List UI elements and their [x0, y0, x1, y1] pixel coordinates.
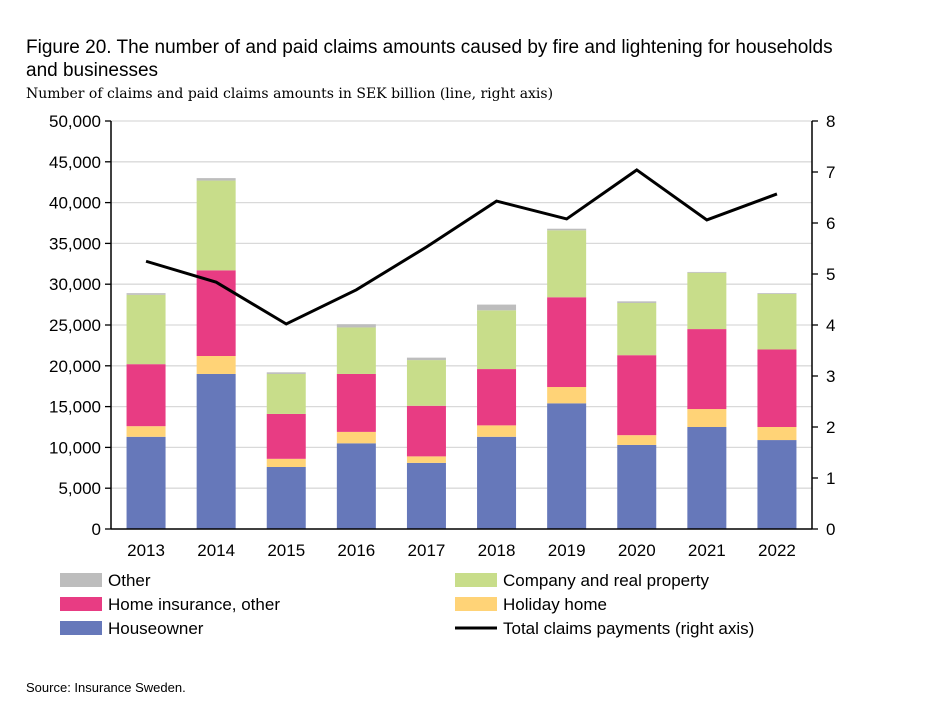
bar-houseowner: [757, 440, 797, 529]
bar-company-and-real-property: [477, 310, 517, 370]
line-total-claims-payments: [145, 168, 778, 326]
legend-label: Company and real property: [503, 571, 710, 590]
bar-home-insurance-other: [547, 297, 587, 388]
x-tick-label: 2015: [267, 541, 305, 560]
y-tick-label: 10,000: [49, 438, 101, 457]
x-tick-label: 2019: [548, 541, 586, 560]
y2-tick-label: 6: [826, 214, 835, 233]
bar-other: [196, 178, 236, 181]
y2-tick-label: 4: [826, 316, 835, 335]
bar-holiday-home: [406, 456, 446, 463]
legend-swatch: [455, 597, 497, 611]
bar-company-and-real-property: [687, 272, 727, 330]
chart-subtitle: Number of claims and paid claims amounts…: [26, 86, 554, 102]
bar-company-and-real-property: [126, 294, 166, 365]
bar-houseowner: [196, 373, 236, 529]
legend-label: Houseowner: [108, 619, 204, 638]
y-tick-label: 35,000: [49, 234, 101, 253]
bar-houseowner: [126, 436, 166, 529]
legend-label: Holiday home: [503, 595, 607, 614]
bar-other: [477, 304, 517, 311]
legend-swatch: [60, 621, 102, 635]
x-tick-label: 2013: [127, 541, 165, 560]
bar-holiday-home: [617, 435, 657, 445]
bar-home-insurance-other: [126, 364, 166, 427]
bar-other: [687, 271, 727, 273]
bar-other: [406, 357, 446, 361]
bar-holiday-home: [336, 431, 376, 444]
y2-tick-label: 1: [826, 469, 835, 488]
y-tick-label: 0: [92, 520, 101, 539]
bar-holiday-home: [547, 387, 587, 404]
source-note: Source: Insurance Sweden.: [26, 680, 186, 695]
x-tick-label: 2018: [478, 541, 516, 560]
bar-other: [757, 293, 797, 294]
bar-houseowner: [406, 462, 446, 529]
x-tick-label: 2014: [197, 541, 235, 560]
y-tick-label: 40,000: [49, 194, 101, 213]
y-tick-label: 45,000: [49, 153, 101, 172]
bar-other: [336, 324, 376, 328]
bar-company-and-real-property: [266, 373, 306, 414]
y2-tick-label: 0: [826, 520, 835, 539]
bar-company-and-real-property: [617, 302, 657, 356]
y-tick-label: 50,000: [49, 112, 101, 131]
bar-home-insurance-other: [406, 405, 446, 457]
bar-houseowner: [477, 436, 517, 529]
bar-other: [617, 301, 657, 303]
bar-houseowner: [617, 444, 657, 529]
bar-company-and-real-property: [406, 360, 446, 406]
bar-holiday-home: [477, 425, 517, 437]
bar-company-and-real-property: [196, 180, 236, 271]
bar-houseowner: [687, 427, 727, 529]
bar-other: [266, 372, 306, 374]
bar-home-insurance-other: [757, 349, 797, 427]
y2-tick-label: 7: [826, 163, 835, 182]
bar-holiday-home: [126, 426, 166, 437]
legend-label: Home insurance, other: [108, 595, 280, 614]
legend-label: Total claims payments (right axis): [503, 619, 754, 638]
bar-home-insurance-other: [617, 355, 657, 436]
x-tick-label: 2022: [758, 541, 796, 560]
legend-swatch: [60, 597, 102, 611]
bar-home-insurance-other: [196, 270, 236, 357]
bar-holiday-home: [266, 458, 306, 467]
x-tick-label: 2017: [408, 541, 446, 560]
chart-title: Figure 20. The number of and paid claims…: [26, 37, 833, 81]
x-tick-label: 2020: [618, 541, 656, 560]
y-tick-label: 25,000: [49, 316, 101, 335]
x-tick-label: 2021: [688, 541, 726, 560]
bar-houseowner: [266, 466, 306, 529]
bar-home-insurance-other: [266, 413, 306, 459]
bar-company-and-real-property: [336, 327, 376, 374]
bar-home-insurance-other: [477, 369, 517, 426]
x-tick-label: 2016: [337, 541, 375, 560]
bar-home-insurance-other: [687, 329, 727, 410]
bar-houseowner: [547, 403, 587, 529]
bar-company-and-real-property: [757, 293, 797, 350]
bar-other: [126, 293, 166, 295]
bar-holiday-home: [757, 427, 797, 441]
legend-swatch: [60, 573, 102, 587]
bar-holiday-home: [196, 356, 236, 374]
y2-tick-label: 8: [826, 112, 835, 131]
bar-home-insurance-other: [336, 373, 376, 432]
bar-company-and-real-property: [547, 230, 587, 298]
bar-holiday-home: [687, 409, 727, 427]
bar-houseowner: [336, 443, 376, 529]
y-tick-label: 15,000: [49, 398, 101, 417]
y-tick-label: 30,000: [49, 275, 101, 294]
legend-label: Other: [108, 571, 151, 590]
y-tick-label: 5,000: [58, 479, 101, 498]
y-tick-label: 20,000: [49, 357, 101, 376]
y2-tick-label: 2: [826, 418, 835, 437]
y2-tick-label: 5: [826, 265, 835, 284]
legend-swatch: [455, 573, 497, 587]
y2-tick-label: 3: [826, 367, 835, 386]
bar-other: [547, 228, 587, 231]
